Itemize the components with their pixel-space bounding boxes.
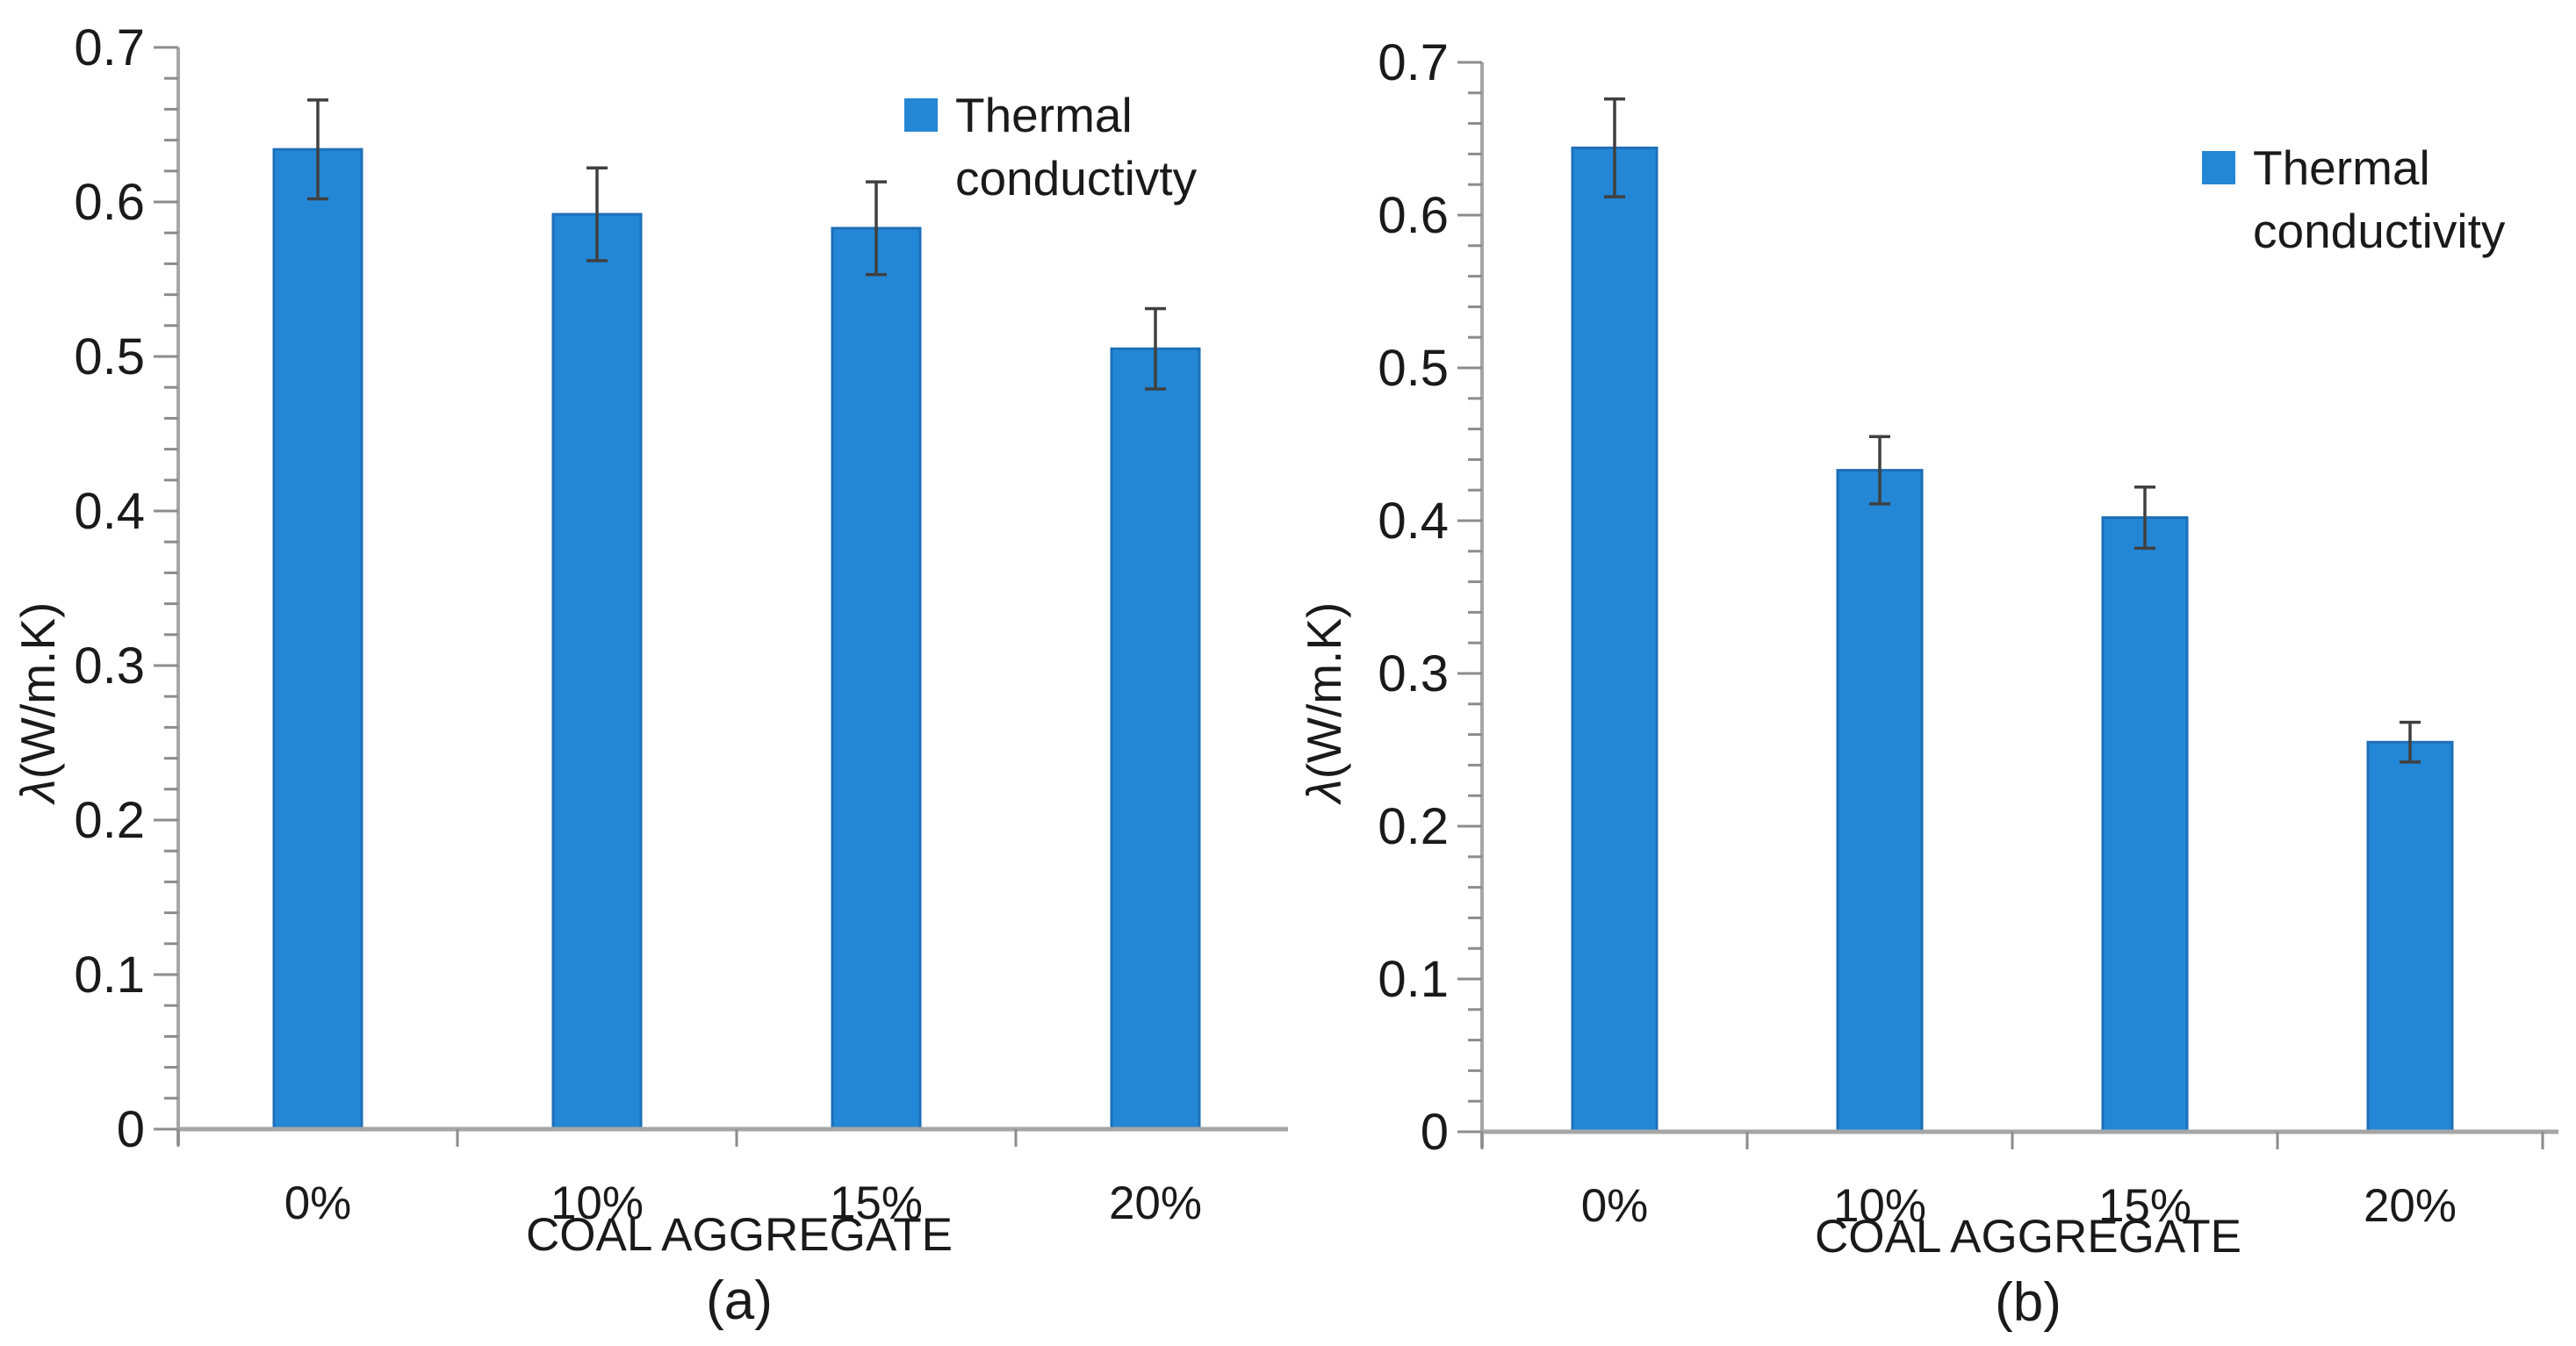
x-category-label: 0%: [284, 1177, 352, 1229]
bar-chart-b: 0 0.1 0.2 0.3 0.4 0.5 0.6 0.7 0% 10% 15% 20% λ(W/m.…: [1297, 34, 2558, 1333]
x-category-label: 0%: [1581, 1180, 1649, 1232]
x-category-label: 15%: [2098, 1180, 2191, 1232]
y-tick-label: 0: [117, 1101, 145, 1158]
plot-area-b: 0 0.1 0.2 0.3 0.4 0.5 0.6 0.7 0% 10% 15% 20%: [1378, 34, 2558, 1232]
legend-marker-icon: [904, 98, 938, 132]
x-category-label: 20%: [2364, 1180, 2457, 1232]
bar-20%: [1110, 347, 1201, 1131]
y-tick-label: 0.6: [74, 174, 145, 231]
bar-0%: [272, 148, 363, 1131]
y-tick-label: 0.5: [74, 328, 145, 385]
chart-panel-b: 0 0.1 0.2 0.3 0.4 0.5 0.6 0.7 0% 10% 15% 20% λ(W/m.…: [1288, 0, 2576, 1346]
x-category-label: 10%: [550, 1177, 644, 1229]
y-axis-title: λ(W/m.K): [11, 602, 65, 806]
y-tick-label: 0.1: [1378, 951, 1449, 1008]
bar-chart-a: 0 0.1 0.2 0.3 0.4 0.5 0.6 0.7 0% 10% 15% 20% λ(W/m.…: [11, 19, 1288, 1331]
panel-label-b: (b): [1995, 1272, 2062, 1333]
y-tick-label: 0.7: [1378, 34, 1449, 91]
y-tick-label: 0.1: [74, 947, 145, 1004]
legend-b: Thermal conductivity: [2202, 140, 2506, 258]
x-category-label: 15%: [830, 1177, 923, 1229]
y-tick-label: 0.2: [74, 792, 145, 849]
y-tick-label: 0.3: [74, 637, 145, 695]
y-tick-label: 0.4: [1378, 493, 1449, 550]
legend-label-line2: conductivty: [955, 151, 1198, 205]
legend-a: Thermal conductivty: [904, 88, 1198, 205]
y-tick-label: 0.3: [1378, 645, 1449, 702]
x-axis-title: COAL AGGREGATE: [526, 1209, 953, 1261]
x-axis-title: COAL AGGREGATE: [1815, 1211, 2241, 1263]
bar-20%: [2366, 740, 2454, 1134]
y-axis-title: λ(W/m.K): [1297, 602, 1351, 806]
legend-label-line1: Thermal: [2253, 140, 2430, 195]
panel-label-a: (a): [706, 1270, 773, 1331]
x-category-label: 20%: [1109, 1177, 1202, 1229]
bar-10%: [551, 212, 643, 1131]
legend-label-line2: conductivity: [2253, 204, 2506, 258]
y-tick-label: 0.2: [1378, 798, 1449, 855]
bar-0%: [1571, 146, 1659, 1134]
bar-15%: [831, 227, 922, 1131]
plot-area-a: 0 0.1 0.2 0.3 0.4 0.5 0.6 0.7 0% 10% 15% 20%: [74, 19, 1288, 1229]
legend-label-line1: Thermal: [955, 88, 1133, 142]
bar-15%: [2101, 516, 2189, 1134]
x-category-label: 10%: [1833, 1180, 1926, 1232]
chart-panel-a: 0 0.1 0.2 0.3 0.4 0.5 0.6 0.7 0% 10% 15% 20% λ(W/m.…: [11, 19, 1288, 1331]
y-tick-label: 0.4: [74, 483, 145, 540]
bar-10%: [1836, 469, 1924, 1134]
legend-marker-icon: [2202, 151, 2235, 184]
y-tick-label: 0.5: [1378, 340, 1449, 397]
y-tick-label: 0.7: [74, 19, 145, 76]
y-tick-label: 0.6: [1378, 187, 1449, 244]
y-tick-label: 0: [1421, 1104, 1449, 1161]
